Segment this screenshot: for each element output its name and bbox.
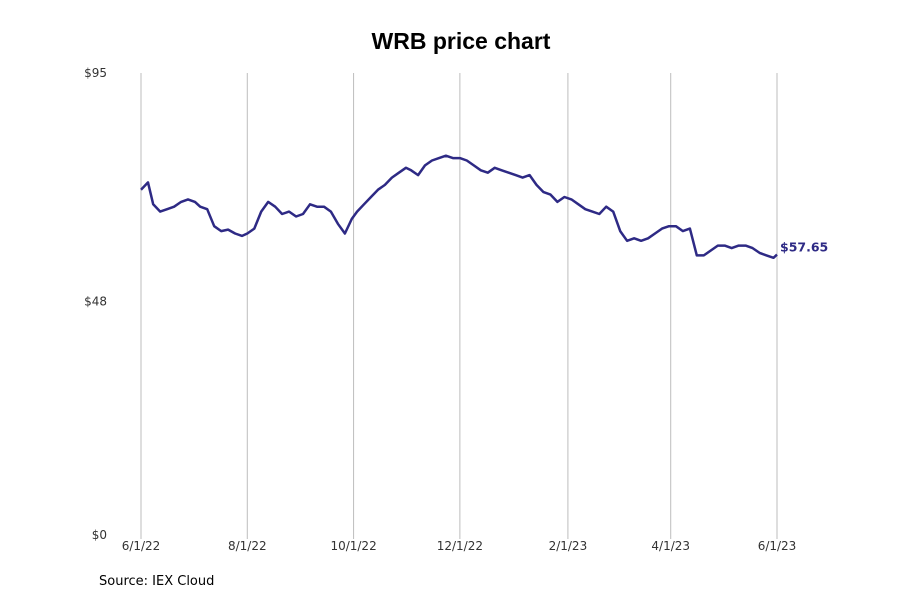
chart-title: WRB price chart [371,28,551,54]
x-tick-label: 2/1/23 [549,539,588,553]
y-tick-label: $95 [84,66,107,80]
series-line-wrb [140,154,778,260]
source-note: Source: IEX Cloud [99,574,215,589]
x-tick-label: 8/1/22 [228,539,267,553]
x-tick-label: 6/1/23 [758,539,797,553]
y-tick-label: $0 [92,528,107,542]
x-tick-label: 4/1/23 [651,539,690,553]
x-tick-label: 10/1/22 [330,539,376,553]
x-axis-ticks: 6/1/22 8/1/22 10/1/22 12/1/22 2/1/23 4/1/23 6/… [122,539,797,553]
last-price-label: $57.65 [780,240,828,255]
y-axis-ticks: $0 $48 $95 [84,66,107,542]
x-tick-label: 6/1/22 [122,539,161,553]
y-tick-label: $48 [84,295,107,309]
vertical-gridlines [140,73,778,539]
x-tick-label: 12/1/22 [437,539,483,553]
